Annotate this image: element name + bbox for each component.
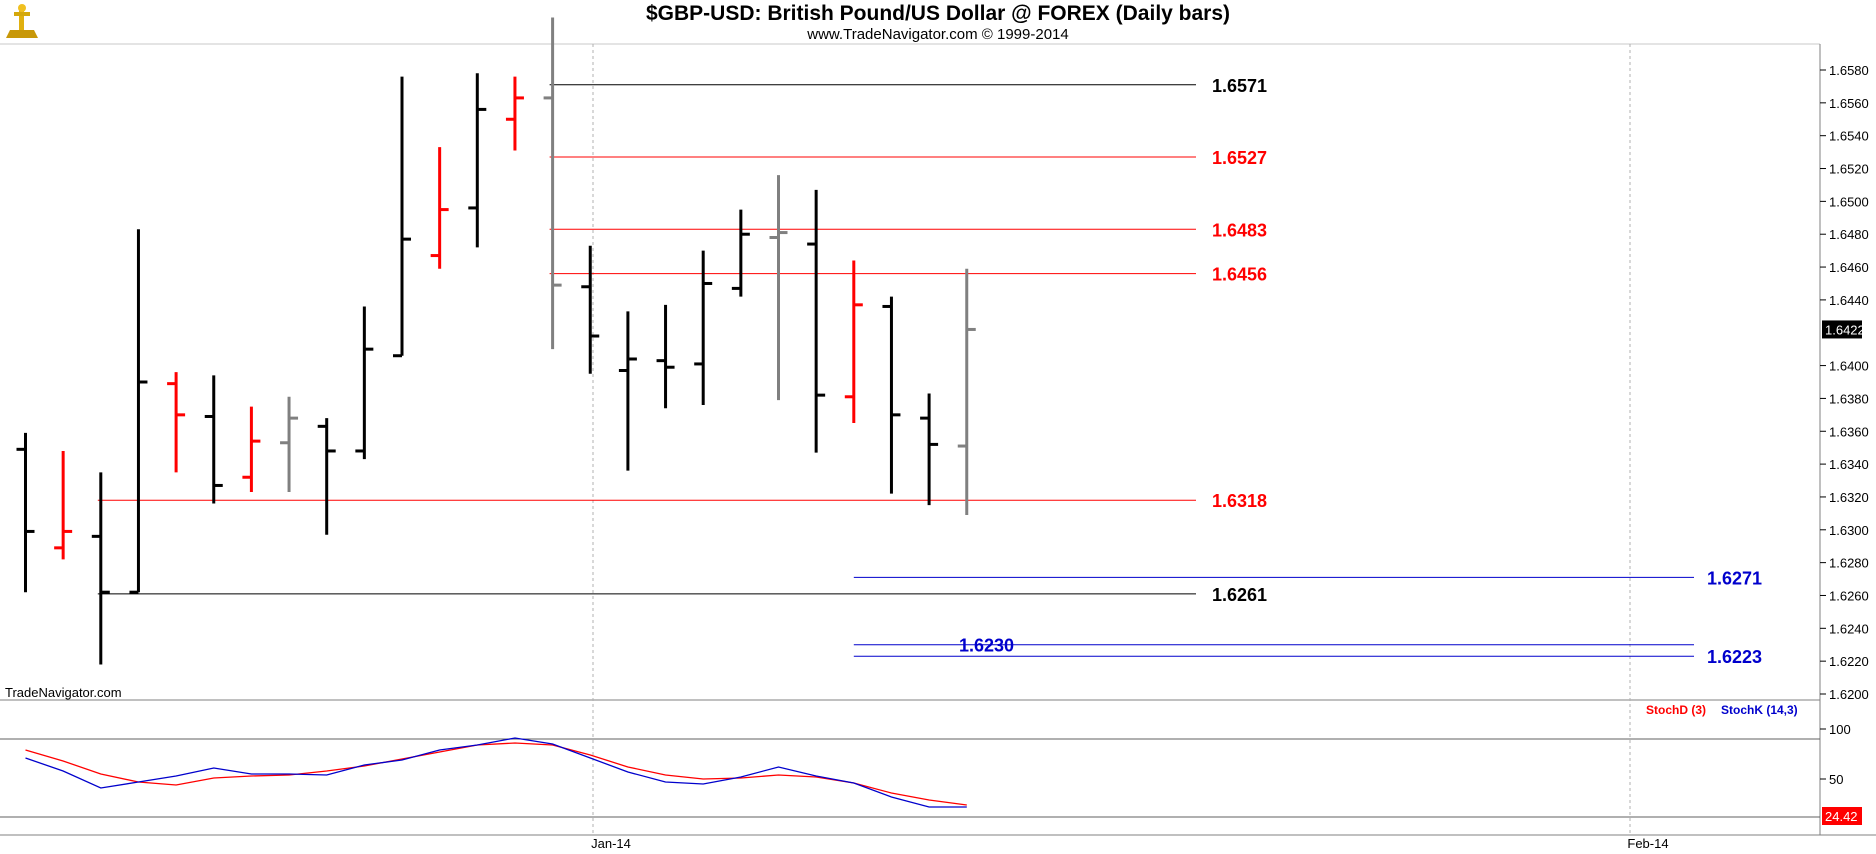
ohlc-bar bbox=[430, 147, 449, 269]
stoch-y-tick-label: 100 bbox=[1829, 722, 1851, 737]
ohlc-bar bbox=[543, 17, 562, 350]
stoch-last-badge bbox=[1822, 807, 1862, 825]
y-tick-label: 1.6260 bbox=[1829, 588, 1869, 603]
y-tick-label: 1.6280 bbox=[1829, 556, 1869, 571]
level-label: 1.6456 bbox=[1212, 265, 1267, 285]
ohlc-bar bbox=[468, 73, 487, 248]
y-tick-label: 1.6300 bbox=[1829, 523, 1869, 538]
level-label: 1.6230 bbox=[959, 636, 1014, 656]
ohlc-bar bbox=[355, 306, 374, 460]
y-tick-label: 1.6480 bbox=[1829, 227, 1869, 242]
ohlc-bar bbox=[129, 229, 148, 594]
y-tick-label: 1.6340 bbox=[1829, 457, 1869, 472]
stoch-legend-entry: StochD (3) bbox=[1646, 703, 1706, 717]
watermark: TradeNavigator.com bbox=[5, 685, 122, 700]
y-tick-label: 1.6460 bbox=[1829, 260, 1869, 275]
trade-navigator-logo-icon bbox=[6, 4, 38, 38]
ohlc-bar bbox=[618, 311, 637, 471]
level-label: 1.6261 bbox=[1212, 585, 1267, 605]
y-tick-label: 1.6200 bbox=[1829, 687, 1869, 702]
y-tick-label: 1.6240 bbox=[1829, 621, 1869, 636]
level-label: 1.6571 bbox=[1212, 76, 1267, 96]
ohlc-bar bbox=[505, 76, 524, 151]
y-tick-label: 1.6580 bbox=[1829, 63, 1869, 78]
y-tick-label: 1.6540 bbox=[1829, 129, 1869, 144]
ohlc-bar bbox=[844, 260, 863, 424]
last-price-badge bbox=[1822, 320, 1862, 339]
ohlc-bar bbox=[204, 375, 223, 504]
chart-subtitle: www.TradeNavigator.com © 1999-2014 bbox=[807, 26, 1069, 43]
ohlc-bar bbox=[957, 268, 976, 516]
y-tick-label: 1.6380 bbox=[1829, 391, 1869, 406]
ohlc-bar bbox=[242, 406, 261, 493]
x-tick-label: Jan-14 bbox=[591, 836, 631, 851]
ohlc-bar bbox=[581, 245, 600, 374]
ohlc-bar bbox=[393, 76, 411, 358]
ohlc-bar bbox=[656, 304, 675, 409]
ohlc-bar bbox=[920, 393, 939, 506]
ohlc-bar bbox=[317, 418, 336, 535]
level-label: 1.6318 bbox=[1212, 491, 1267, 511]
ohlc-bar bbox=[731, 209, 750, 297]
level-label: 1.6271 bbox=[1707, 568, 1762, 588]
y-tick-label: 1.6220 bbox=[1829, 654, 1869, 669]
stoch-series-line bbox=[25, 737, 967, 808]
ohlc-bar bbox=[694, 250, 713, 405]
y-tick-label: 1.6440 bbox=[1829, 293, 1869, 308]
level-label: 1.6483 bbox=[1212, 220, 1267, 240]
ohlc-bar bbox=[16, 432, 35, 593]
ohlc-bar bbox=[54, 450, 73, 560]
stoch-last-label: 24.42 bbox=[1825, 809, 1858, 824]
y-tick-label: 1.6500 bbox=[1829, 194, 1869, 209]
y-tick-label: 1.6360 bbox=[1829, 424, 1869, 439]
y-tick-label: 1.6520 bbox=[1829, 162, 1869, 177]
y-tick-label: 1.6560 bbox=[1829, 96, 1869, 111]
level-label: 1.6527 bbox=[1212, 148, 1267, 168]
chart-title: $GBP-USD: British Pound/US Dollar @ FORE… bbox=[645, 2, 1231, 25]
stoch-series-line bbox=[25, 742, 967, 806]
y-tick-label: 1.6320 bbox=[1829, 490, 1869, 505]
stoch-legend-entry: StochK (14,3) bbox=[1721, 703, 1798, 717]
level-label: 1.6223 bbox=[1707, 647, 1762, 667]
stoch-y-tick-label: 50 bbox=[1829, 772, 1843, 787]
ohlc-bar bbox=[91, 472, 110, 665]
ohlc-bar bbox=[807, 189, 826, 453]
ohlc-bar bbox=[167, 372, 186, 473]
ohlc-bar bbox=[769, 175, 788, 401]
last-price-label: 1.6422 bbox=[1825, 322, 1865, 337]
ohlc-bar bbox=[882, 296, 901, 494]
ohlc-bar bbox=[280, 396, 299, 493]
x-tick-label: Feb-14 bbox=[1627, 836, 1668, 851]
y-tick-label: 1.6400 bbox=[1829, 359, 1869, 374]
